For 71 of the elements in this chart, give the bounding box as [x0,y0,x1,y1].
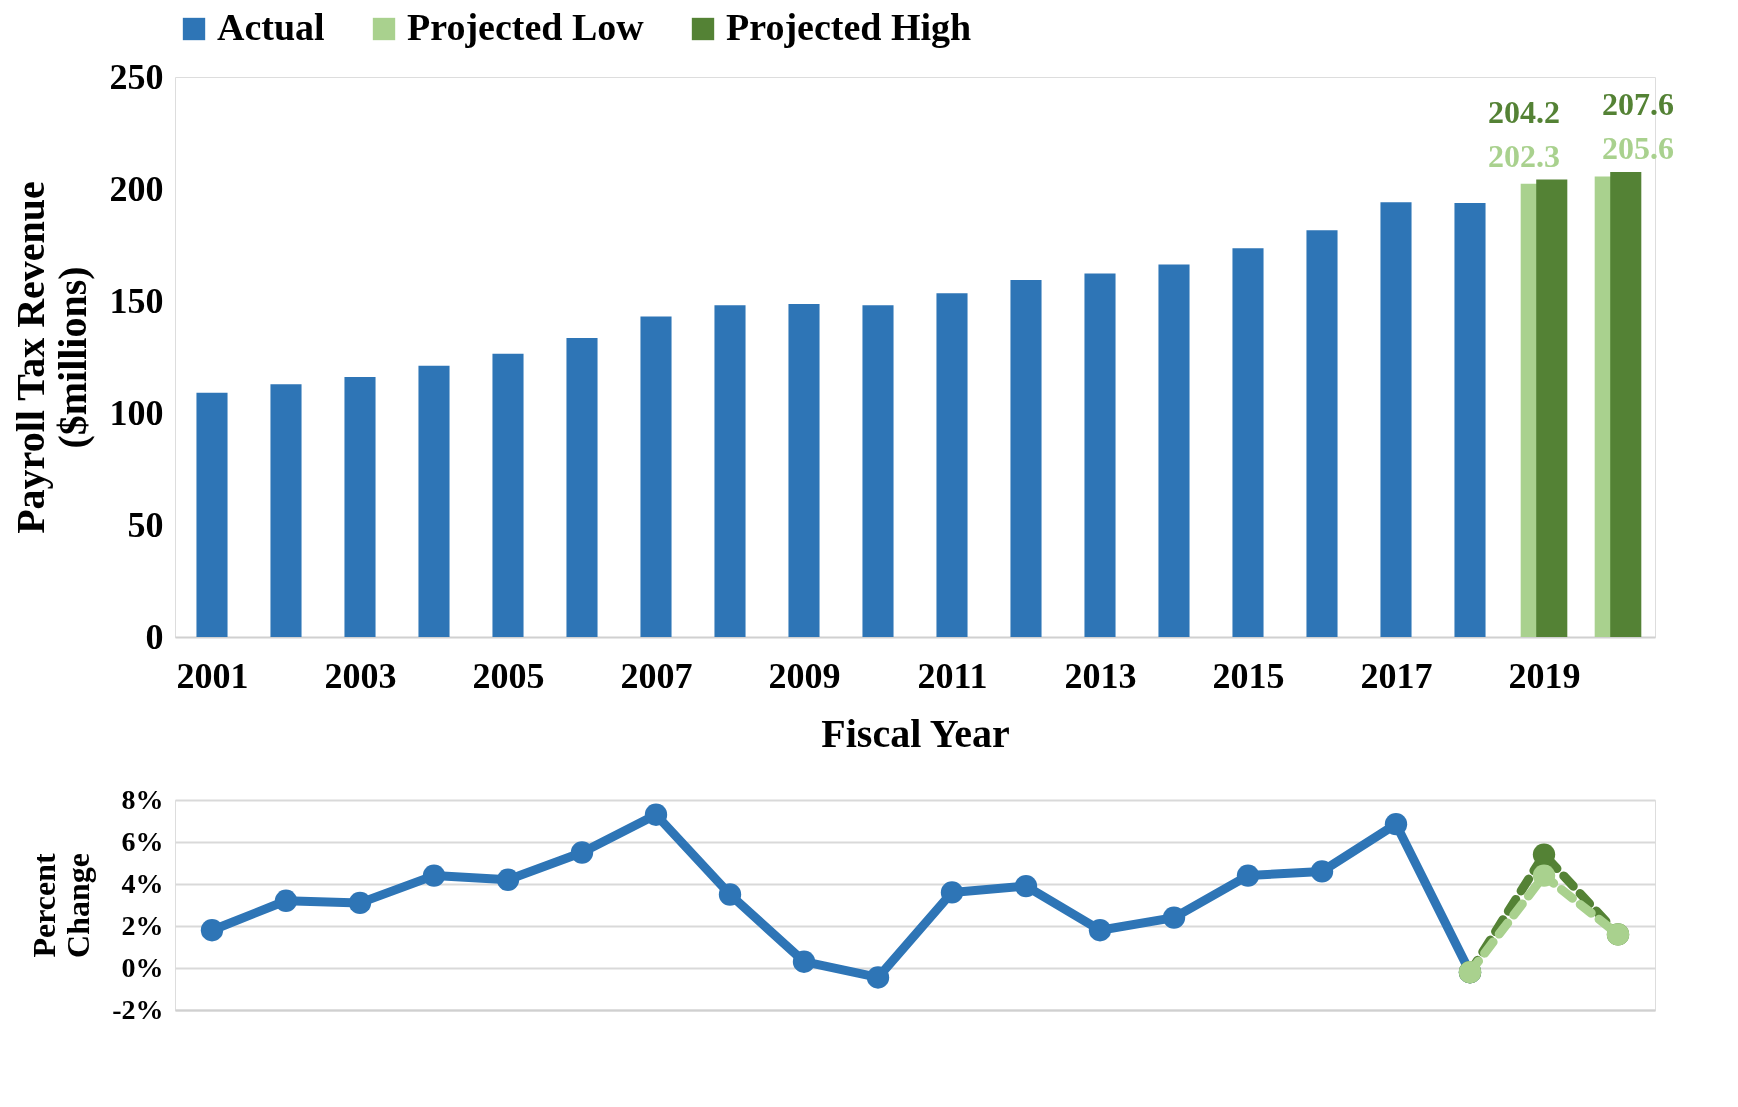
point [1162,906,1186,929]
bar [196,392,228,637]
data-label: 205.6 [1602,130,1674,167]
bar [1232,248,1264,637]
bar [1610,171,1642,637]
y-tick-label: -2% [112,993,164,1025]
point [496,868,520,891]
x-tick-label: 2017 [1360,655,1433,696]
bar [714,305,746,637]
bar [936,293,968,637]
point [1236,864,1260,887]
point [940,881,964,904]
data-label: 204.2 [1488,93,1560,130]
y-tick-label: 50 [127,504,164,545]
x-tick-label: 2001 [176,655,249,696]
legend-label: Actual [217,6,325,48]
bar [1158,264,1190,637]
x-tick-label: 2015 [1212,655,1285,696]
data-label: 207.6 [1602,85,1674,122]
y-tick-label: 8% [121,783,164,815]
y-tick-label: 4% [121,867,164,899]
bar [344,376,376,637]
bar [1306,230,1338,637]
bar [492,353,524,637]
y-tick-label: 6% [121,825,164,857]
point [274,889,298,912]
point [348,891,372,915]
x-tick-label: 2005 [472,655,545,696]
bar [566,337,598,637]
point [1384,812,1408,836]
y-tick-label: 0% [121,951,164,983]
point [1532,864,1556,887]
data-label: 202.3 [1488,137,1560,174]
x-tick-label: 2003 [324,655,397,696]
bar [1380,202,1412,637]
y-tick-label: 100 [109,392,164,433]
x-axis-title: Fiscal Year [821,710,1010,756]
point [1310,860,1334,883]
y-tick-label: 200 [109,168,164,209]
x-tick-label: 2007 [620,655,693,696]
point [1014,874,1038,898]
bar [1536,179,1568,637]
y-tick-label: 250 [109,56,164,97]
x-tick-label: 2013 [1064,655,1137,696]
point [866,966,890,989]
y-tick-label: 150 [109,280,164,321]
point [570,841,594,864]
bar [1084,273,1116,637]
x-tick-label: 2011 [917,655,988,696]
bar [1010,279,1042,637]
point [1088,919,1112,942]
x-tick-label: 2019 [1508,655,1581,696]
y-axis-title: Percent Change [26,853,97,958]
y-tick-label: 2% [121,909,164,941]
bar [640,316,672,637]
legend-label: Projected Low [407,6,645,48]
point [718,883,742,906]
x-tick-label: 2009 [768,655,841,696]
bar [862,305,894,637]
point [644,803,668,826]
y-tick-label: 0 [145,616,164,657]
legend-label: Projected High [726,6,972,48]
point [1532,843,1556,866]
point [200,919,224,942]
bar [270,384,302,637]
point [422,864,446,887]
bar [1454,203,1486,637]
point [792,950,816,973]
y-axis-title: Payroll Tax Revenue ($millions) [7,181,95,534]
bar [788,303,820,637]
bar [418,365,450,637]
